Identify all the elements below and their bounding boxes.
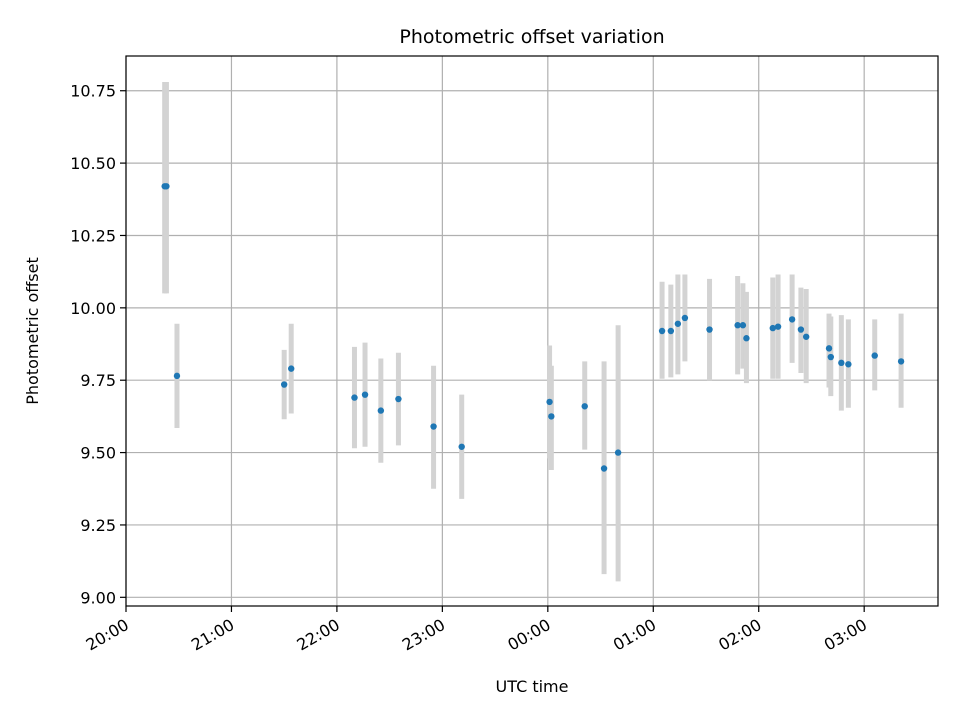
data-point (458, 443, 465, 450)
data-point (788, 316, 796, 323)
data-point (614, 449, 622, 456)
data-point (739, 322, 747, 329)
data-point (674, 320, 682, 327)
y-tick-label: 10.25 (70, 226, 116, 245)
chart-title: Photometric offset variation (399, 26, 664, 48)
data-point (681, 314, 689, 322)
data-point (743, 335, 750, 342)
data-points (161, 183, 905, 472)
plot-frame (125, 55, 939, 607)
data-point (395, 395, 402, 403)
data-point (734, 322, 741, 329)
data-point (280, 381, 288, 388)
data-point (288, 365, 295, 372)
data-point (802, 333, 810, 340)
data-point (351, 394, 358, 401)
data-point (163, 183, 170, 190)
data-point (769, 324, 776, 332)
data-point (658, 327, 666, 335)
data-point (838, 359, 845, 367)
data-point (377, 407, 385, 414)
y-tick-label: 10.75 (70, 82, 116, 101)
data-point (706, 326, 713, 333)
data-point (825, 345, 833, 352)
y-tick-label: 10.00 (70, 299, 116, 318)
data-point (827, 353, 834, 361)
y-tick-label: 9.00 (80, 588, 116, 607)
y-axis-label: Photometric offset (23, 257, 42, 405)
y-tick-label: 9.25 (80, 516, 116, 535)
x-axis-label: UTC time (496, 677, 569, 696)
data-point (548, 413, 555, 420)
data-point (845, 361, 852, 368)
data-point (546, 398, 553, 406)
data-point (430, 423, 437, 430)
data-point (361, 391, 369, 398)
data-point (797, 326, 805, 333)
data-point (871, 352, 878, 359)
data-point (173, 372, 181, 380)
y-tick-label: 9.50 (80, 444, 116, 463)
data-point (774, 323, 782, 330)
y-tick-label: 10.50 (70, 154, 116, 173)
data-point (667, 327, 675, 335)
data-point (600, 465, 608, 472)
y-tick-label: 9.75 (80, 371, 116, 390)
data-point (581, 403, 588, 410)
y-axis: 9.00 9.25 9.50 9.75 10.00 10.25 10.50 10.75 (70, 82, 126, 607)
plot-area (126, 56, 938, 606)
data-point (897, 358, 905, 365)
